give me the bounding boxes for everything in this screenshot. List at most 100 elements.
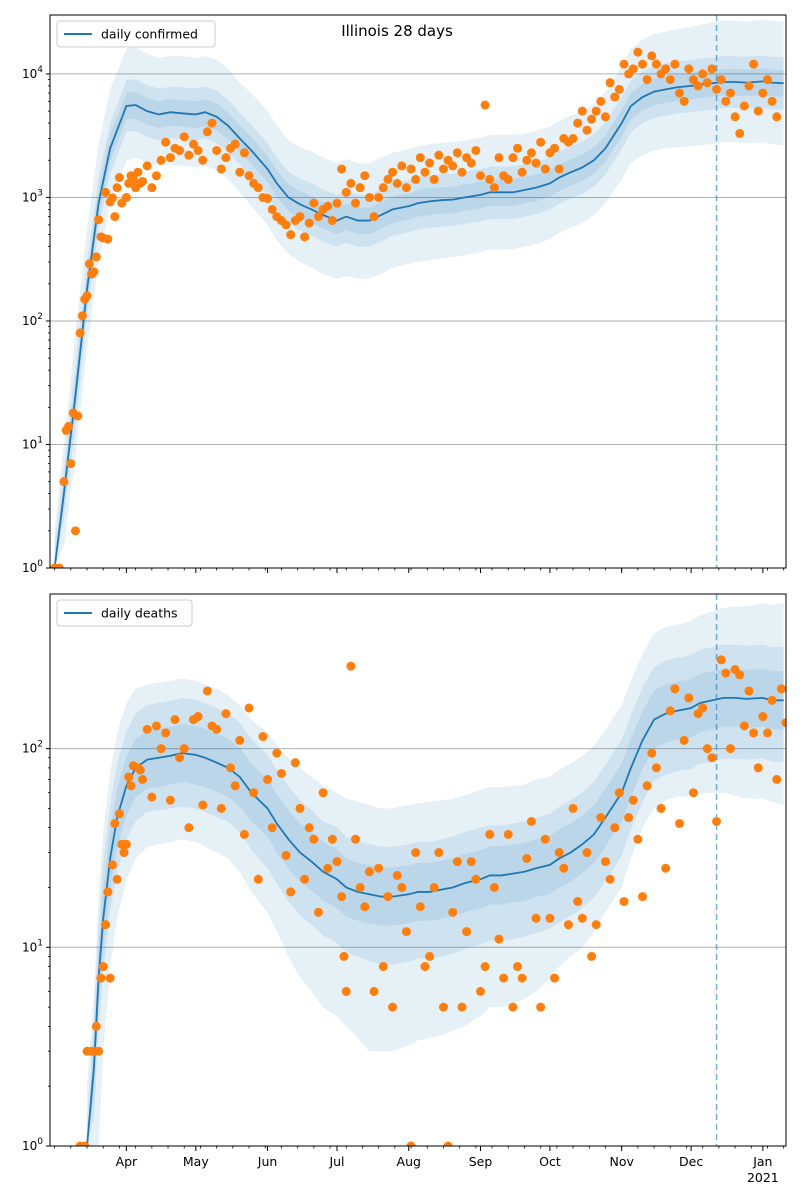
confirmed-data-point <box>138 176 148 186</box>
deaths-data-point <box>202 686 212 696</box>
deaths-data-point <box>156 744 166 754</box>
confirmed-data-point <box>638 59 648 69</box>
confirmed-data-point <box>749 59 759 69</box>
deaths-data-point <box>429 882 439 892</box>
confirmed-observed-points <box>50 47 782 568</box>
confirmed-data-point <box>642 75 652 85</box>
confirmed-data-point <box>698 69 708 79</box>
deaths-data-point <box>337 892 347 902</box>
confirmed-data-point <box>688 75 698 85</box>
confirmed-data-point <box>513 143 523 153</box>
deaths-data-point <box>346 661 356 671</box>
deaths-data-point <box>735 670 745 680</box>
confirmed-data-point <box>716 75 726 85</box>
deaths-data-point <box>577 913 587 923</box>
confirmed-data-point <box>480 100 490 110</box>
deaths-data-point <box>656 803 666 813</box>
deaths-legend-label: daily deaths <box>101 606 178 621</box>
deaths-data-point <box>526 816 536 826</box>
deaths-data-point <box>406 1141 416 1146</box>
confirmed-data-point <box>401 183 411 193</box>
deaths-data-point <box>161 728 171 738</box>
confirmed-data-point <box>721 96 731 106</box>
deaths-data-point <box>587 951 597 961</box>
deaths-data-point <box>721 668 731 678</box>
confirmed-data-point <box>475 171 485 181</box>
deaths-data-point <box>633 834 643 844</box>
confirmed-data-point <box>591 106 601 116</box>
deaths-data-point <box>114 809 124 819</box>
deaths-data-point <box>443 1141 453 1146</box>
confirmed-data-point <box>429 174 439 184</box>
confirmed-data-point <box>89 267 99 277</box>
deaths-data-point <box>781 718 786 728</box>
deaths-data-point <box>198 800 208 810</box>
deaths-data-point <box>276 768 286 778</box>
confirmed-data-point <box>388 167 398 177</box>
confirmed-data-point <box>346 178 356 188</box>
confirmed-data-point <box>253 183 263 193</box>
deaths-data-point <box>258 732 268 742</box>
deaths-data-point <box>540 834 550 844</box>
confirmed-data-point <box>244 171 254 181</box>
confirmed-data-point <box>128 174 138 184</box>
confirmed-data-point <box>489 183 499 193</box>
confirmed-data-point <box>531 158 541 168</box>
deaths-data-point <box>642 781 652 791</box>
deaths-data-point <box>364 867 374 877</box>
deaths-data-point <box>415 902 425 912</box>
confirmed-data-point <box>725 88 735 98</box>
deaths-data-point <box>614 788 624 798</box>
confirmed-data-point <box>75 328 85 338</box>
deaths-data-point <box>749 728 759 738</box>
deaths-data-point <box>758 712 768 722</box>
x-tick-label: Nov <box>609 1154 634 1169</box>
confirmed-axes-frame <box>49 14 787 569</box>
deaths-data-point <box>226 763 236 773</box>
deaths-band-2 <box>87 644 784 1146</box>
confirmed-data-point <box>235 167 245 177</box>
confirmed-data-point <box>286 230 296 240</box>
confirmed-data-point <box>188 139 198 149</box>
confirmed-data-point <box>101 187 111 197</box>
deaths-data-point <box>753 763 763 773</box>
deaths-data-point <box>762 728 772 738</box>
deaths-data-point <box>744 686 754 696</box>
deaths-data-point <box>179 744 189 754</box>
confirmed-data-point <box>193 145 203 155</box>
deaths-data-point <box>522 853 532 863</box>
confirmed-data-point <box>374 192 384 202</box>
deaths-data-point <box>591 920 601 930</box>
deaths-data-point <box>147 792 157 802</box>
deaths-data-point <box>624 813 634 823</box>
deaths-data-point <box>610 823 620 833</box>
confirmed-data-point <box>573 118 583 128</box>
deaths-data-point <box>339 951 349 961</box>
deaths-data-point <box>341 986 351 996</box>
confirmed-data-point <box>739 101 749 111</box>
deaths-data-point <box>462 927 472 937</box>
confirmed-data-point <box>438 164 448 174</box>
confirmed-data-point <box>165 153 175 163</box>
deaths-data-point <box>388 1002 398 1012</box>
confirmed-data-point <box>596 96 606 106</box>
deaths-data-point <box>568 803 578 813</box>
deaths-data-point <box>175 753 185 763</box>
confirmed-data-point <box>758 88 768 98</box>
confirmed-data-point <box>600 112 610 122</box>
confirmed-data-point <box>679 96 689 106</box>
confirmed-data-point <box>550 143 560 153</box>
deaths-data-point <box>327 834 337 844</box>
deaths-data-point <box>267 823 277 833</box>
deaths-data-point <box>554 848 564 858</box>
confirmed-data-point <box>684 64 694 74</box>
deaths-data-point <box>98 962 108 972</box>
x-tick-label: Oct <box>539 1154 561 1169</box>
deaths-data-point <box>286 887 296 897</box>
x-year-label: 2021 <box>747 1170 779 1185</box>
deaths-data-point <box>126 781 136 791</box>
confirmed-legend-label: daily confirmed <box>101 27 198 42</box>
deaths-data-point <box>244 703 254 713</box>
deaths-data-point <box>230 781 240 791</box>
deaths-data-point <box>563 920 573 930</box>
